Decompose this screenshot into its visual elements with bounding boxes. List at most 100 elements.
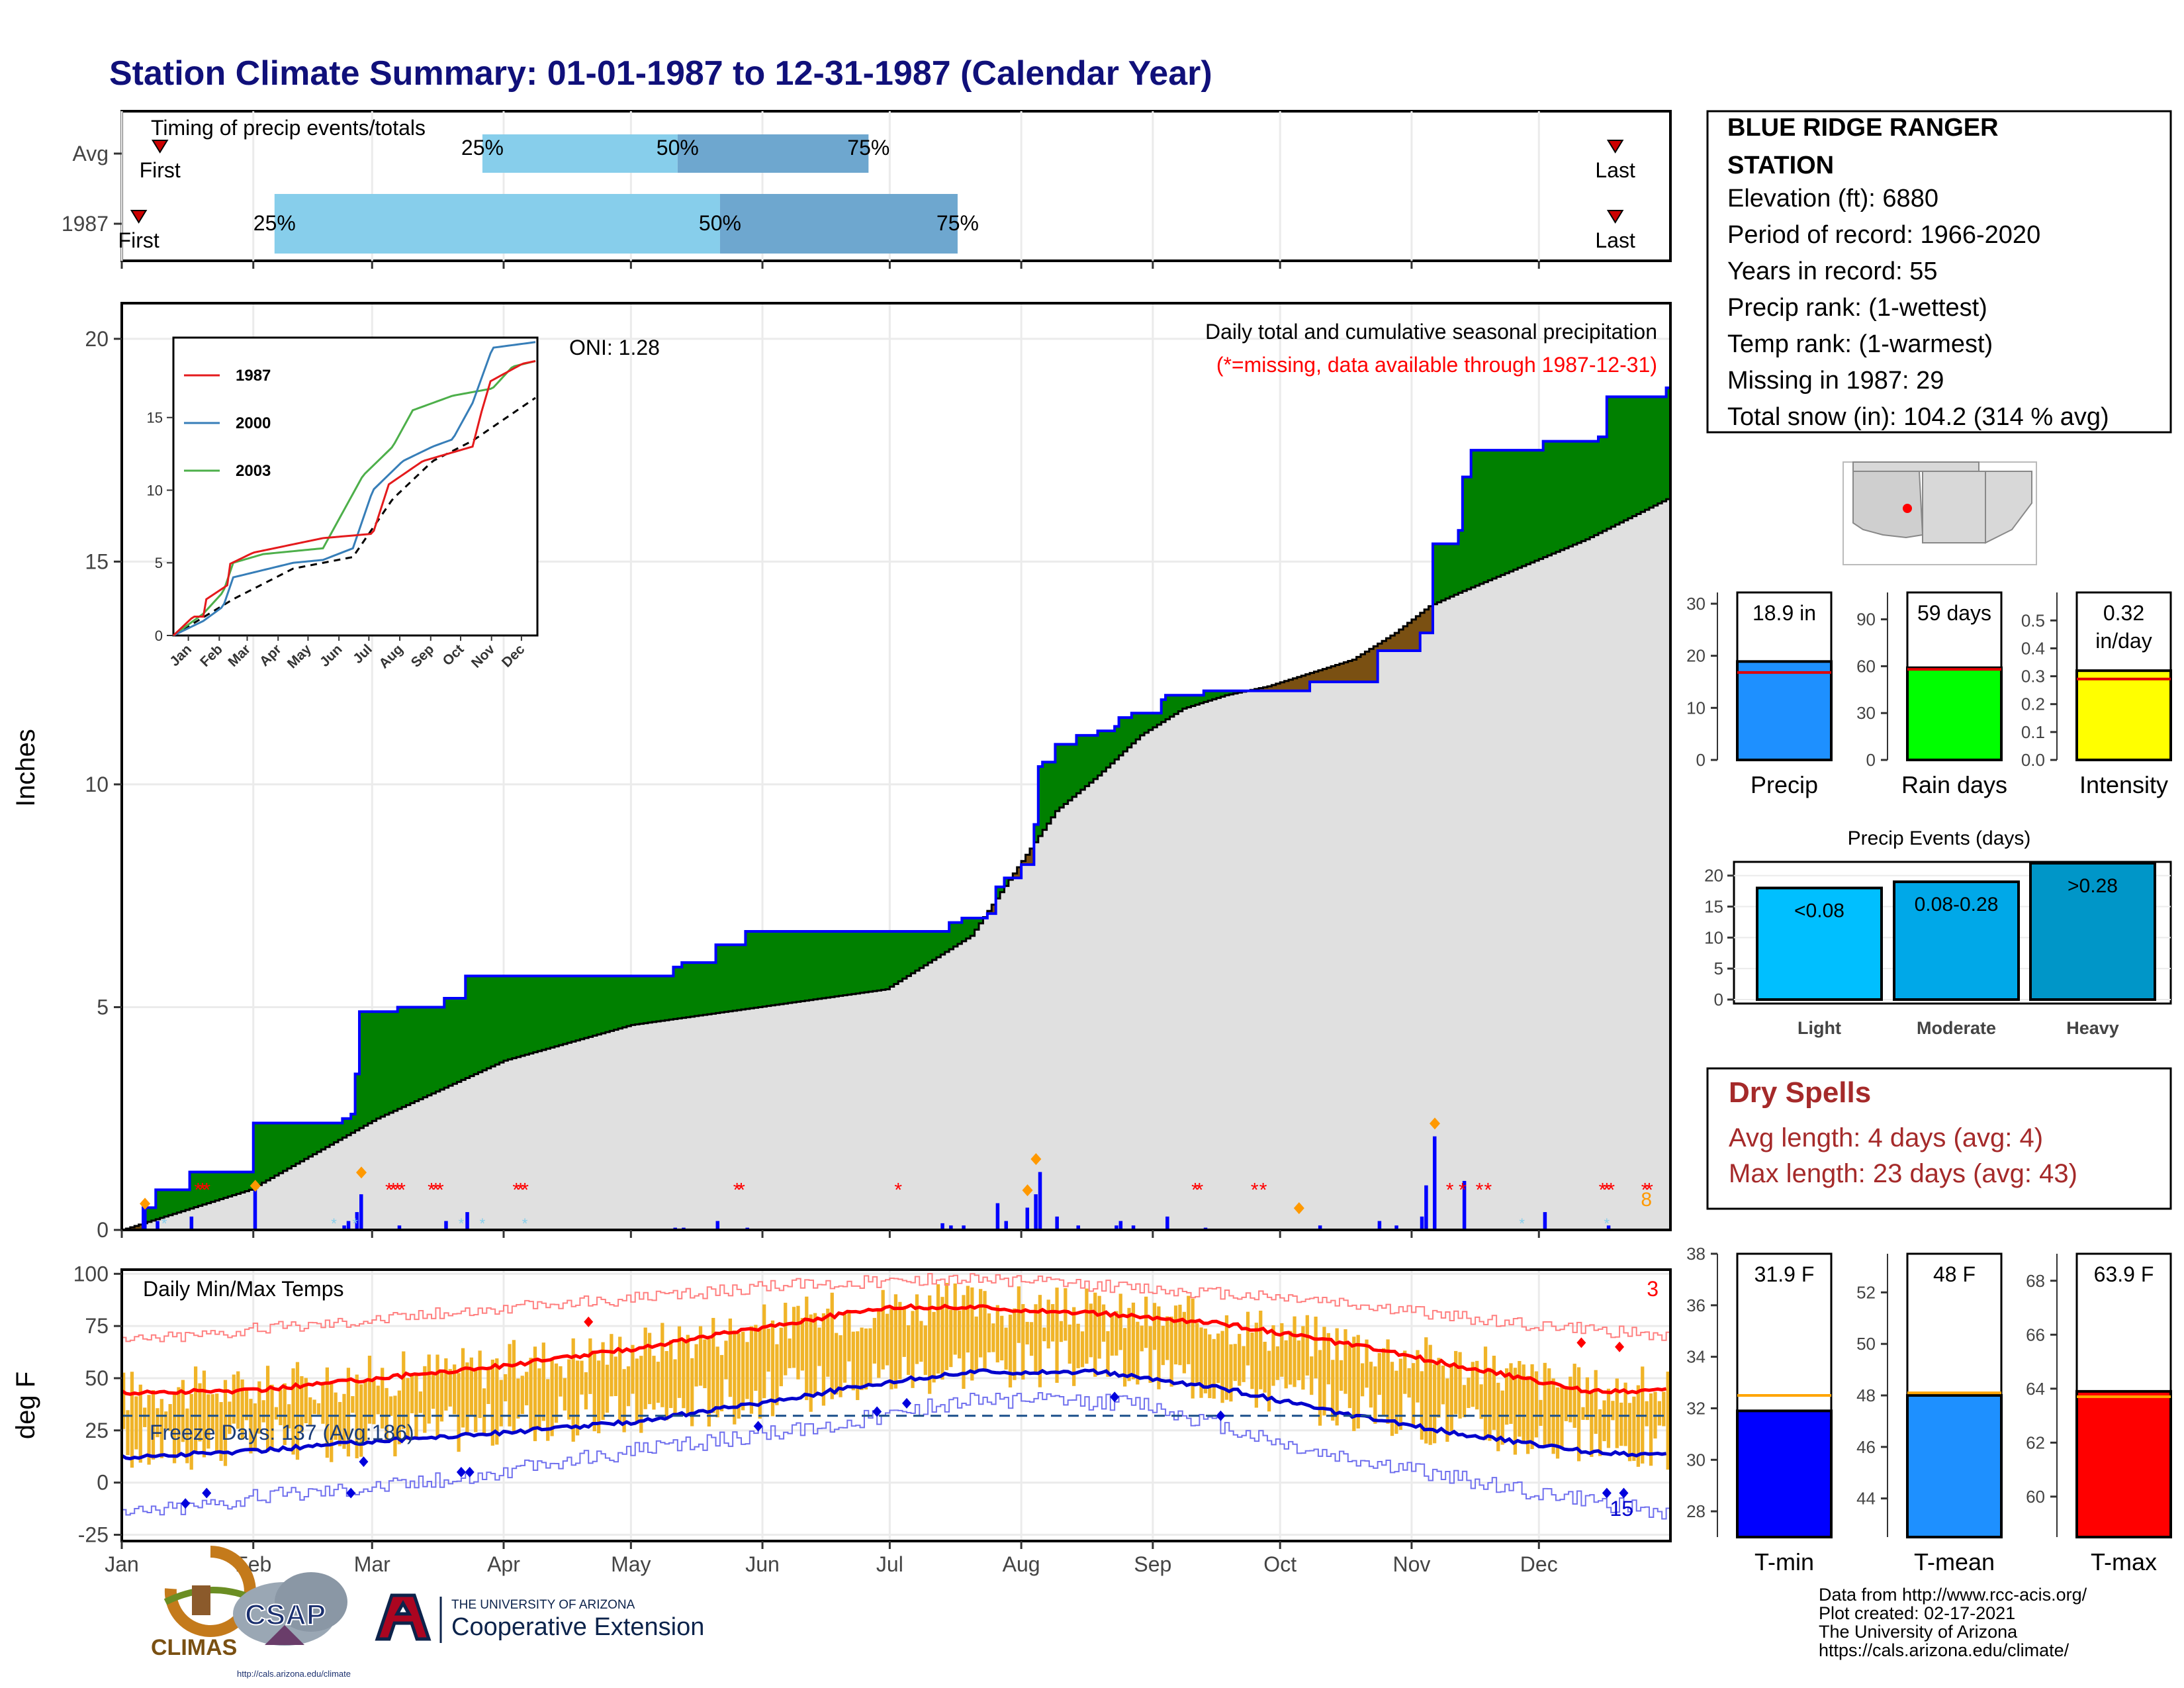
daily-temp-range-bar [677, 1326, 682, 1398]
daily-temp-range-bar [546, 1379, 550, 1441]
daily-temp-range-bar [270, 1384, 274, 1448]
daily-temp-range-bar [1051, 1304, 1055, 1342]
daily-temp-range-bar [762, 1304, 766, 1399]
missing-day-star: * [1641, 1179, 1649, 1201]
daily-temp-range-bar [690, 1358, 694, 1427]
daily-temp-range-bar [1208, 1334, 1212, 1399]
precip-difference-band [1594, 441, 1599, 536]
precip-difference-band [316, 1123, 322, 1152]
footer-line-1: Plot created: 02-17-2021 [1819, 1603, 2015, 1623]
summary-bar-fill-1 [1906, 666, 2003, 762]
precip-difference-band [330, 1123, 335, 1145]
temp-bar-tick-label-0-2: 32 [1686, 1398, 1706, 1418]
temp-title: Daily Min/Max Temps [143, 1277, 343, 1301]
precip-difference-band [610, 976, 615, 1031]
precip-difference-band [835, 931, 840, 997]
precip-difference-band [1076, 735, 1081, 794]
daily-temp-range-bar [1483, 1346, 1488, 1440]
average-cumulative-area [122, 499, 1670, 1231]
precip-difference-band [673, 966, 678, 1019]
daily-temp-range-bar [1106, 1331, 1110, 1377]
station-line-5: Missing in 1987: 29 [1727, 367, 1944, 395]
missing-day-star: * [521, 1179, 529, 1201]
daily-temp-range-bar [444, 1358, 448, 1411]
daily-precip-bar [444, 1221, 448, 1230]
daily-temp-range-bar [1025, 1321, 1029, 1345]
daily-temp-range-bar [796, 1305, 800, 1380]
precip-difference-band [172, 1190, 177, 1214]
daily-temp-range-bar [1555, 1387, 1560, 1459]
missing-day-star: * [1476, 1179, 1484, 1201]
temp-ytick-label-5: 100 [73, 1262, 109, 1286]
snow-day-marker: * [161, 1215, 167, 1232]
daily-temp-range-bar [694, 1344, 698, 1387]
daily-temp-range-bar [1246, 1311, 1250, 1366]
record-low-marker-12 [1619, 1487, 1629, 1499]
precip-difference-band [457, 998, 462, 1082]
daily-temp-range-bar [711, 1317, 715, 1413]
missing-day-star: * [1191, 1179, 1199, 1201]
precip-difference-band [966, 917, 971, 939]
precip-difference-band [465, 976, 471, 1078]
precip-difference-band [499, 976, 504, 1063]
temp-bar-tick-label-1-0: 44 [1856, 1489, 1876, 1509]
precip-difference-band [698, 962, 704, 1016]
daily-temp-range-bar [1326, 1333, 1330, 1385]
precip-difference-band [1424, 609, 1430, 633]
summary-bar-label-1: Rain days [1901, 771, 2007, 798]
daily-temp-range-bar [1500, 1390, 1504, 1445]
daily-precip-bar [342, 1225, 346, 1230]
precip-difference-band [1093, 735, 1099, 779]
precip-difference-band [291, 1123, 296, 1166]
daily-temp-range-bar [991, 1323, 995, 1352]
precip-difference-band [1373, 646, 1379, 682]
temp-bar-value-text-1: 48 F [1933, 1262, 1976, 1286]
daily-temp-range-bar [932, 1311, 936, 1383]
north-states-shape [1852, 461, 1979, 472]
daily-temp-range-bar [1343, 1329, 1347, 1394]
footer-line-3: https://cals.arizona.edu/climate/ [1819, 1640, 2070, 1660]
daily-temp-range-bar [652, 1356, 656, 1410]
precip-difference-band [1310, 673, 1315, 682]
precip-difference-band [1458, 530, 1463, 593]
precip-difference-band [1534, 450, 1539, 561]
precip-difference-band [719, 945, 725, 1013]
timing-last-marker-0 [1606, 140, 1624, 154]
precip-difference-band [1662, 397, 1667, 502]
daily-temp-range-bar [597, 1360, 601, 1434]
precip-difference-band [1335, 665, 1340, 682]
precip-difference-band [512, 976, 517, 1058]
daily-temp-range-bar [1445, 1378, 1449, 1442]
daily-temp-range-bar [372, 1381, 376, 1425]
precip-difference-band [1564, 441, 1569, 549]
precip-difference-band [274, 1123, 279, 1176]
month-label-0: Jan [105, 1552, 139, 1576]
daily-temp-range-bar [1534, 1371, 1539, 1438]
precip-difference-band [851, 931, 856, 994]
daily-temp-range-bar [1569, 1376, 1572, 1423]
precip-difference-band [253, 1123, 258, 1188]
inset-legend-label-2000: 2000 [236, 414, 271, 432]
precip-subtitle: Daily total and cumulative seasonal prec… [1205, 320, 1657, 344]
precip-difference-band [1034, 824, 1039, 843]
daily-temp-range-bar [881, 1289, 885, 1370]
daily-temp-range-bar [1649, 1393, 1653, 1466]
precip-difference-band [962, 917, 967, 941]
precip-difference-band [482, 976, 487, 1070]
record-min-line [122, 1391, 1670, 1520]
daily-temp-range-bar [474, 1368, 478, 1432]
daily-temp-range-bar [987, 1313, 991, 1352]
record-low-count: 15 [1610, 1497, 1633, 1521]
precip-difference-band [911, 931, 916, 974]
precip-difference-band [1420, 612, 1425, 633]
daily-temp-range-bar [1462, 1385, 1467, 1417]
daily-temp-range-bar [1173, 1305, 1178, 1365]
precip-difference-band [898, 931, 903, 982]
daily-temp-range-bar [656, 1362, 660, 1403]
daily-temp-range-bar [898, 1301, 902, 1380]
daily-precip-bar [1394, 1225, 1398, 1230]
daily-temp-range-bar [291, 1368, 295, 1455]
precip-difference-band [1569, 441, 1574, 547]
ua-big-text: Cooperative Extension [451, 1613, 704, 1641]
precip-difference-band [592, 976, 598, 1036]
